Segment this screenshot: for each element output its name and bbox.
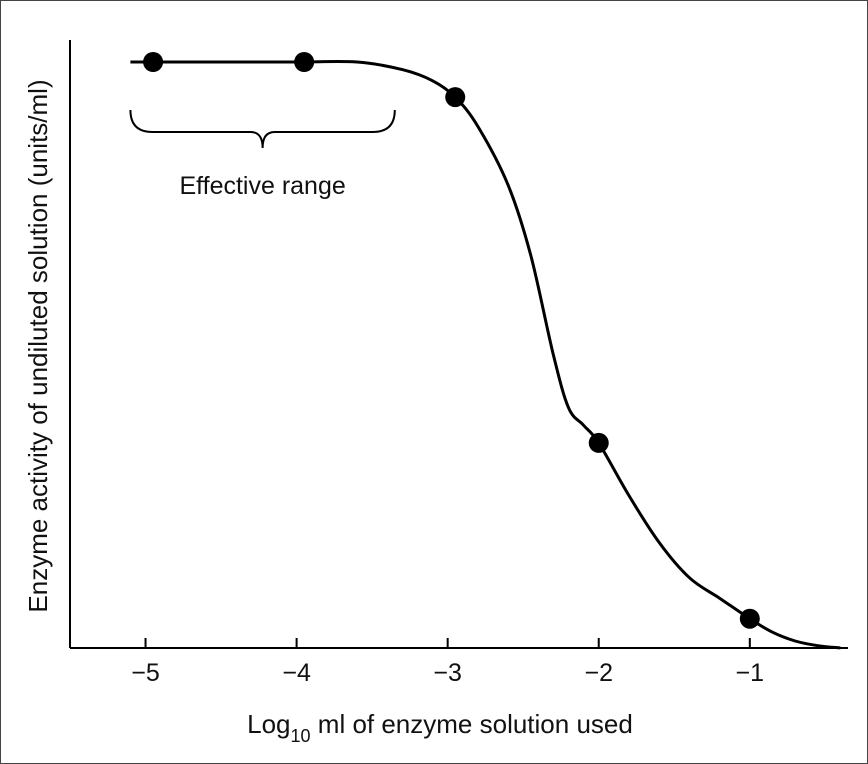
data-points bbox=[143, 52, 760, 629]
x-tick-label: −3 bbox=[433, 659, 462, 687]
effective-range-brace bbox=[129, 109, 396, 149]
x-axis-label: Log10 ml of enzyme solution used bbox=[247, 709, 633, 746]
effective-range-label: Effective range bbox=[179, 172, 345, 200]
effective-range-annotation: Effective range bbox=[129, 109, 396, 200]
x-tick-label: −5 bbox=[131, 659, 160, 687]
axes bbox=[69, 40, 848, 649]
x-ticks: −5 −4 −3 −2 −1 bbox=[131, 638, 764, 687]
data-point bbox=[294, 52, 315, 72]
data-point bbox=[588, 432, 609, 453]
data-point bbox=[445, 87, 466, 108]
x-axis-label-subscript: 10 bbox=[291, 726, 311, 746]
x-tick-label: −2 bbox=[584, 659, 613, 687]
x-tick-label: −1 bbox=[736, 659, 765, 687]
x-axis-label-log: Log bbox=[247, 709, 290, 739]
data-point bbox=[143, 52, 164, 72]
data-point bbox=[739, 608, 760, 629]
y-axis-label: Enzyme activity of undiluted solution (u… bbox=[23, 79, 53, 612]
activity-curve bbox=[130, 59, 841, 650]
x-axis-label-rest: ml of enzyme solution used bbox=[311, 709, 633, 739]
x-tick-label: −4 bbox=[282, 659, 311, 687]
